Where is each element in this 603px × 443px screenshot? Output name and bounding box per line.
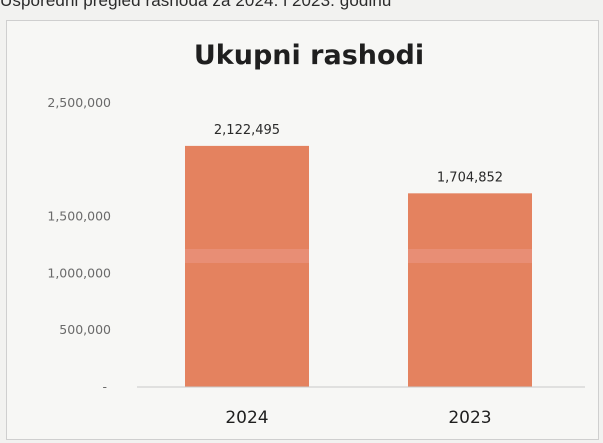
bar-2024 xyxy=(185,145,309,387)
bar-highlight-band xyxy=(408,249,532,263)
y-tick-label: 2,500,000 xyxy=(47,95,111,110)
y-tick-label: 500,000 xyxy=(59,322,111,337)
chart-caption: Usporedni pregled rashoda za 2024. i 202… xyxy=(0,0,392,10)
bar-2023 xyxy=(408,193,532,387)
x-category-label: 2024 xyxy=(225,408,268,428)
y-axis-ticks: - 500,000 1,000,000 1,500,000 2,500,000 xyxy=(47,95,111,394)
x-category-label: 2023 xyxy=(448,408,491,428)
bar-highlight-band xyxy=(185,249,309,263)
x-axis-categories: 2024 2023 xyxy=(225,408,491,428)
bar-chart: Ukupni rashodi - 500,000 1,000,000 1,500,00… xyxy=(47,40,585,428)
data-label: 2,122,495 xyxy=(214,123,280,138)
bars-group xyxy=(185,145,532,387)
y-tick-label: 1,000,000 xyxy=(47,265,111,280)
chart-frame: Ukupni rashodi - 500,000 1,000,000 1,500,00… xyxy=(6,20,599,440)
chart-title: Ukupni rashodi xyxy=(194,40,424,71)
y-tick-label: 1,500,000 xyxy=(47,209,111,224)
y-tick-label: - xyxy=(102,379,107,394)
data-label: 1,704,852 xyxy=(437,170,503,185)
data-labels-group: 2,122,495 1,704,852 xyxy=(214,123,503,185)
